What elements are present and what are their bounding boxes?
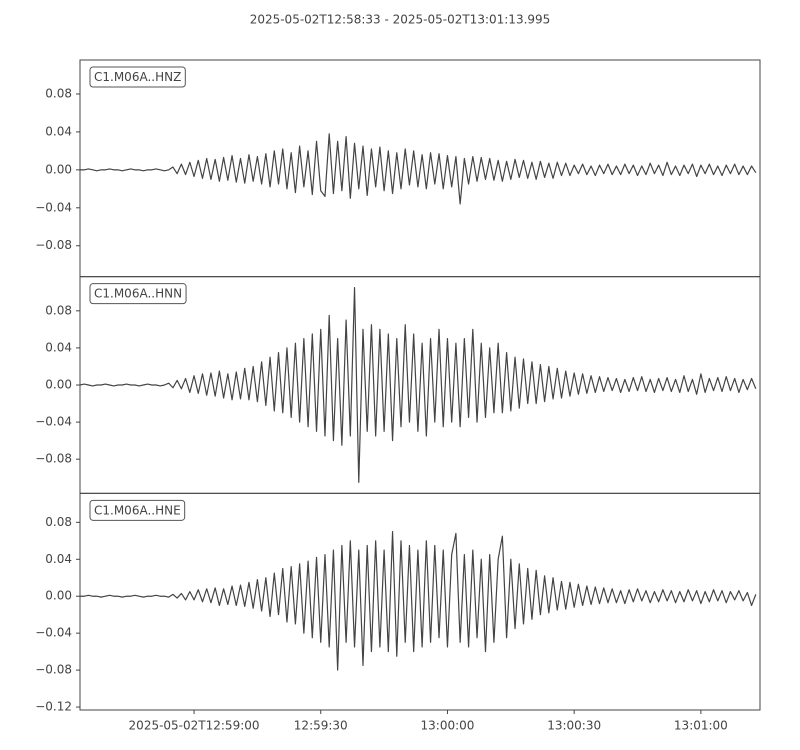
y-tick-label: −0.08 bbox=[35, 663, 72, 677]
trace bbox=[80, 133, 757, 205]
trace-label-box bbox=[89, 499, 186, 521]
x-tick-label: 13:00:30 bbox=[547, 719, 601, 733]
trace bbox=[80, 530, 757, 671]
y-tick-label: −0.12 bbox=[35, 700, 72, 714]
y-tick-label: −0.04 bbox=[35, 415, 72, 429]
trace-label: C1.M06A..HNE bbox=[94, 503, 181, 517]
y-tick-label: 0.04 bbox=[45, 124, 72, 138]
panel-frame bbox=[79, 492, 761, 711]
x-tick-label: 13:01:00 bbox=[674, 719, 728, 733]
y-tick-label: 0.04 bbox=[45, 552, 72, 566]
trace-label-box bbox=[89, 66, 186, 88]
y-tick-label: 0.00 bbox=[45, 378, 72, 392]
x-tick-label: 2025-05-02T12:59:00 bbox=[129, 719, 260, 733]
trace-label-box bbox=[89, 283, 187, 305]
y-tick-label: 0.08 bbox=[45, 303, 72, 317]
x-tick-label: 13:00:00 bbox=[421, 719, 475, 733]
trace bbox=[79, 287, 757, 483]
x-tick-label: 12:59:30 bbox=[294, 719, 348, 733]
y-tick-label: 0.00 bbox=[45, 589, 72, 603]
y-tick-label: 0.00 bbox=[45, 162, 72, 176]
y-tick-label: −0.08 bbox=[35, 238, 72, 252]
y-tick-label: 0.04 bbox=[45, 340, 72, 354]
chart-title: 2025-05-02T12:58:33 - 2025-05-02T13:01:1… bbox=[250, 13, 551, 27]
y-tick-label: −0.08 bbox=[35, 452, 72, 466]
trace-label: C1.M06A..HNZ bbox=[94, 70, 181, 84]
y-tick-label: 0.08 bbox=[45, 86, 72, 100]
trace-label: C1.M06A..HNN bbox=[94, 287, 182, 301]
y-tick-label: −0.04 bbox=[35, 626, 72, 640]
y-tick-label: −0.04 bbox=[35, 200, 72, 214]
y-tick-label: 0.08 bbox=[45, 515, 72, 529]
